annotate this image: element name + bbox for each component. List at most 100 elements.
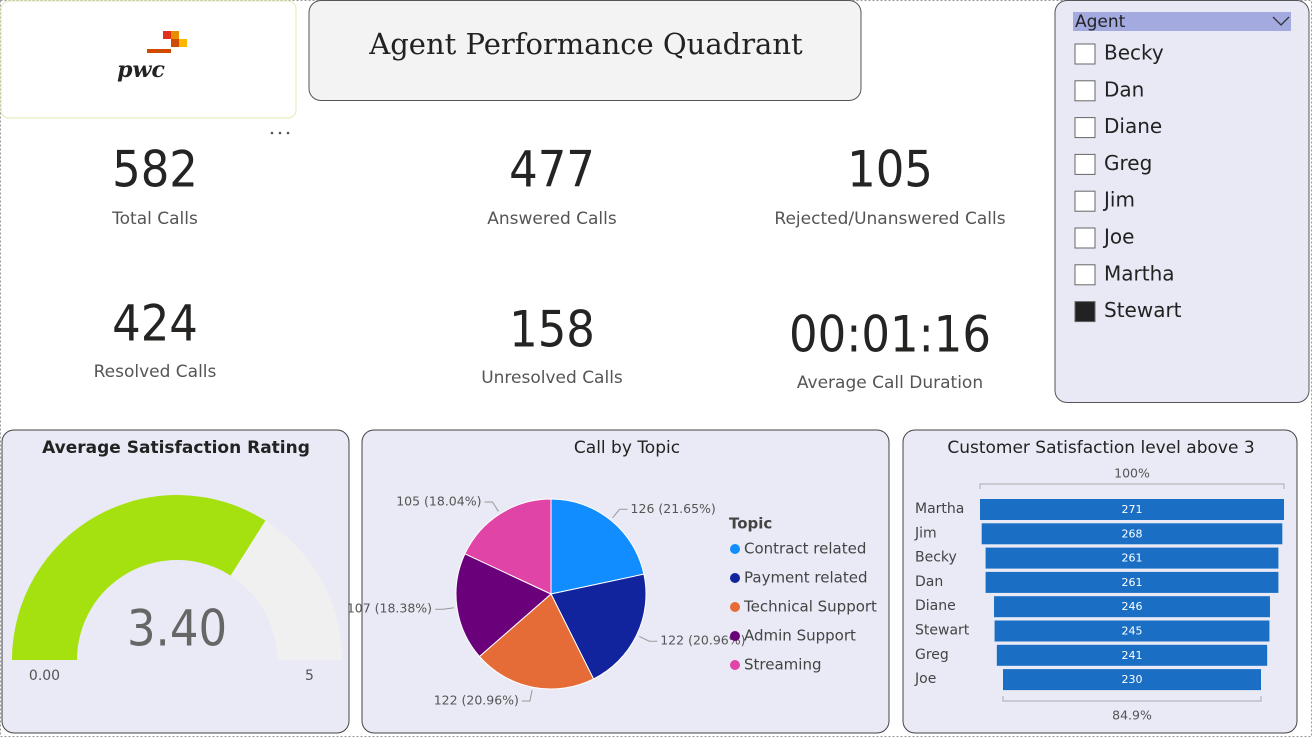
kpi-label: Average Call Duration <box>797 373 983 393</box>
data-label: 241 <box>1122 649 1143 662</box>
category-label: Diane <box>915 598 956 614</box>
funnel-bar <box>1002 669 1262 691</box>
leader-line <box>612 508 628 519</box>
slicer-item[interactable]: Diane <box>1104 114 1162 138</box>
logo-square <box>171 39 179 47</box>
legend-label[interactable]: Technical Support <box>743 598 877 616</box>
category-label: Joe <box>914 671 936 687</box>
legend-marker[interactable] <box>730 544 740 554</box>
slicer-chevron[interactable] <box>1272 16 1290 26</box>
data-label: 122 (20.96%) <box>660 633 745 648</box>
slicer-header[interactable] <box>1073 12 1291 31</box>
funnel-bar <box>996 644 1268 666</box>
kpi-label: Unresolved Calls <box>481 368 623 388</box>
legend-label[interactable]: Admin Support <box>744 627 856 645</box>
category-label: Becky <box>915 550 957 566</box>
logo-square <box>179 39 187 47</box>
slicer-checkbox[interactable] <box>1074 264 1096 286</box>
data-label: 261 <box>1122 552 1143 565</box>
data-label: 261 <box>1122 576 1143 589</box>
funnel-bar <box>981 523 1283 545</box>
legend-label[interactable]: Contract related <box>744 540 866 558</box>
funnel-top-bracket <box>979 483 1285 489</box>
legend-marker[interactable] <box>730 660 740 670</box>
gauge-tick-label: 0.00 <box>29 668 60 684</box>
slicer-checkbox[interactable] <box>1074 43 1096 65</box>
logo-square <box>171 31 179 39</box>
funnel-top-label: 100% <box>1114 466 1150 481</box>
kpi-value: 00:01:16 <box>789 306 991 364</box>
data-label: 245 <box>1122 625 1143 638</box>
kpi-value: 582 <box>112 141 198 199</box>
slicer-checkbox[interactable] <box>1074 301 1096 323</box>
category-label: Jim <box>914 525 937 541</box>
gauge-fill <box>12 495 266 660</box>
chart-title: Customer Satisfaction level above 3 <box>947 438 1254 458</box>
pie-slice <box>478 593 595 690</box>
funnel-bar <box>980 499 1284 520</box>
gauge-tick-label: 5 <box>305 668 314 684</box>
logo-text: pwc <box>117 57 165 83</box>
legend-marker[interactable] <box>730 631 740 641</box>
data-label: 105 (18.04%) <box>396 494 481 509</box>
pie-slice <box>455 553 552 658</box>
kpi-value: 105 <box>847 141 933 199</box>
slicer-item[interactable]: Stewart <box>1104 298 1182 322</box>
pie-slice <box>550 498 645 595</box>
slicer-checkbox[interactable] <box>1074 227 1096 249</box>
funnel-bottom-label: 84.9% <box>1112 708 1152 723</box>
kpi-value: 158 <box>509 301 595 359</box>
legend-title: Topic <box>729 515 772 533</box>
legend-label[interactable]: Streaming <box>744 656 821 674</box>
slicer-item[interactable]: Martha <box>1104 261 1175 285</box>
category-label: Greg <box>915 647 949 663</box>
slicer-item[interactable]: Dan <box>1104 77 1144 101</box>
kpi-value: 424 <box>112 295 198 353</box>
slicer-panel <box>1054 0 1310 403</box>
leader-line <box>639 636 658 642</box>
kpi-label: Answered Calls <box>487 209 617 229</box>
data-label: 107 (18.38%) <box>347 601 432 616</box>
leader-line <box>521 690 533 702</box>
legend-label[interactable]: Payment related <box>744 569 868 587</box>
leader-line <box>435 607 455 610</box>
category-label: Dan <box>915 574 943 590</box>
legend-marker[interactable] <box>730 573 740 583</box>
leader-line <box>484 501 499 512</box>
category-label: Martha <box>915 501 964 517</box>
gauge-panel <box>1 429 350 734</box>
slicer-checkbox[interactable] <box>1074 117 1096 139</box>
funnel-bar <box>994 620 1270 642</box>
slicer-checkbox[interactable] <box>1074 80 1096 102</box>
legend-marker[interactable] <box>730 602 740 612</box>
funnel-bar <box>985 571 1279 593</box>
page-title: Agent Performance Quadrant <box>368 27 803 61</box>
more-dot <box>270 131 274 135</box>
chart-title: Call by Topic <box>574 438 680 458</box>
gauge-value: 3.40 <box>127 600 227 658</box>
category-label: Stewart <box>915 623 970 639</box>
slicer-item[interactable]: Greg <box>1104 151 1152 175</box>
title-box <box>308 0 862 101</box>
slicer-checkbox[interactable] <box>1074 190 1096 212</box>
logo-square <box>163 31 171 39</box>
kpi-label: Rejected/Unanswered Calls <box>774 209 1005 229</box>
data-label: 246 <box>1122 600 1143 613</box>
chart-title: Average Satisfaction Rating <box>42 438 310 458</box>
pie-slice <box>550 573 647 680</box>
slicer-item[interactable]: Becky <box>1104 41 1164 65</box>
funnel-bar <box>994 596 1270 618</box>
slicer-item[interactable]: Joe <box>1102 225 1134 249</box>
kpi-label: Resolved Calls <box>94 362 217 382</box>
data-label: 126 (21.65%) <box>631 501 716 516</box>
more-dot <box>278 131 282 135</box>
funnel-bottom-bracket <box>1002 696 1262 702</box>
slicer-title: Agent <box>1075 12 1126 32</box>
slicer-checkbox[interactable] <box>1074 153 1096 175</box>
kpi-label: Total Calls <box>111 209 198 229</box>
slicer-item[interactable]: Jim <box>1102 188 1135 212</box>
data-label: 122 (20.96%) <box>434 692 519 707</box>
data-label: 271 <box>1122 503 1143 516</box>
pie-slice <box>464 498 552 595</box>
